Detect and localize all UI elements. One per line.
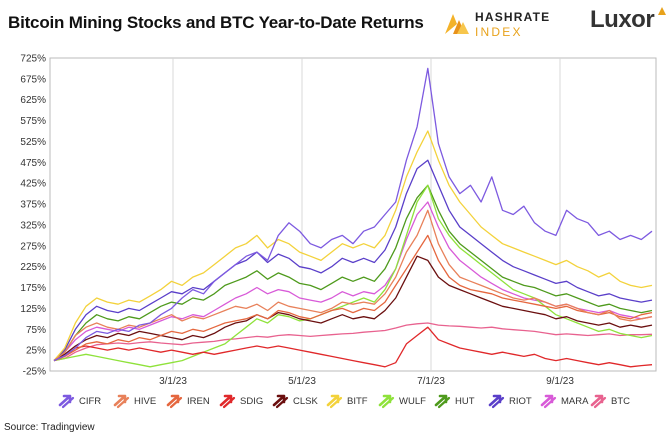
legend-arrow-icon: [61, 396, 75, 409]
legend: CIFR HIVE IREN SDIG CLSK BITF WULF HUT RIOT MARA B…: [58, 394, 630, 409]
legend-label: HIVE: [134, 396, 156, 407]
luxor-logo-icon: [658, 7, 666, 15]
legend-item-clsk: CLSK: [272, 394, 318, 409]
series-line-sdig: [53, 326, 653, 368]
y-tick-label: 125%: [20, 304, 46, 315]
legend-item-riot: RIOT: [488, 394, 532, 409]
legend-item-wulf: WULF: [378, 394, 426, 409]
series-lines: [53, 67, 653, 368]
y-tick-label: 575%: [20, 116, 46, 127]
legend-item-hive: HIVE: [113, 394, 156, 409]
series-line-hut: [53, 184, 653, 362]
legend-arrow-icon: [219, 394, 233, 407]
x-tick-label: 3/1/23: [159, 376, 187, 387]
legend-label: MARA: [561, 396, 589, 407]
y-tick-label: -25%: [23, 367, 46, 378]
legend-item-bitf: BITF: [326, 394, 368, 409]
legend-arrow-icon: [434, 394, 448, 407]
y-axis: 725% 675% 625% 575% 525% 475% 425% 375% 325% 275%…: [20, 54, 46, 378]
series-line-btc: [53, 322, 653, 362]
legend-label: RIOT: [509, 396, 532, 407]
legend-arrow-icon: [593, 396, 607, 409]
legend-label: BTC: [611, 396, 630, 407]
series-line-bitf: [53, 130, 653, 362]
legend-label: CLSK: [293, 396, 318, 407]
legend-arrow-icon: [381, 396, 395, 409]
y-tick-label: 375%: [20, 200, 46, 211]
legend-arrow-icon: [222, 396, 236, 409]
source-note: Source: Tradingview: [4, 422, 95, 433]
legend-item-hut: HUT: [434, 394, 475, 409]
y-tick-label: 425%: [20, 179, 46, 190]
y-tick-label: 175%: [20, 283, 46, 294]
legend-arrow-icon: [326, 394, 340, 407]
luxor-logo: Luxor: [590, 6, 655, 33]
legend-arrow-icon: [275, 396, 289, 409]
legend-arrow-icon: [113, 394, 127, 407]
series-line-riot: [53, 159, 653, 362]
legend-arrow-icon: [58, 394, 72, 407]
legend-arrow-icon: [378, 394, 392, 407]
x-tick-label: 7/1/23: [417, 376, 445, 387]
y-tick-label: 675%: [20, 74, 46, 85]
y-tick-label: 325%: [20, 220, 46, 231]
y-tick-label: 225%: [20, 262, 46, 273]
legend-item-cifr: CIFR: [58, 394, 101, 409]
chart-title: Bitcoin Mining Stocks and BTC Year-to-Da…: [8, 13, 424, 32]
series-line-iren: [53, 234, 653, 362]
legend-label: SDIG: [240, 396, 263, 407]
x-axis: 3/1/23 5/1/23 7/1/23 9/1/23: [159, 376, 574, 387]
y-tick-label: 275%: [20, 241, 46, 252]
legend-label: CIFR: [79, 396, 101, 407]
legend-arrow-icon: [169, 396, 183, 409]
hashrate-logo-text-2: INDEX: [475, 25, 523, 39]
legend-arrow-icon: [272, 394, 286, 407]
series-line-hive: [53, 209, 653, 362]
legend-arrow-icon: [116, 396, 130, 409]
hashrate-logo-text-1: HASHRATE: [475, 10, 551, 24]
y-tick-label: 625%: [20, 95, 46, 106]
legend-item-mara: MARA: [540, 394, 589, 409]
legend-arrow-icon: [329, 396, 343, 409]
legend-arrow-icon: [488, 394, 502, 407]
y-tick-label: 725%: [20, 54, 46, 65]
series-line-cifr: [53, 67, 653, 362]
hashrate-index-logo-icon: [445, 14, 469, 34]
y-tick-label: 75%: [26, 325, 46, 336]
legend-item-iren: IREN: [166, 394, 210, 409]
legend-arrow-icon: [543, 396, 557, 409]
legend-item-btc: BTC: [590, 394, 630, 409]
y-tick-label: 25%: [26, 346, 46, 357]
legend-label: HUT: [455, 396, 475, 407]
y-tick-label: 525%: [20, 137, 46, 148]
hashrate-index-logo: HASHRATE INDEX: [443, 8, 553, 42]
legend-label: BITF: [347, 396, 368, 407]
legend-arrow-icon: [590, 394, 604, 407]
x-tick-label: 5/1/23: [288, 376, 316, 387]
legend-arrow-icon: [166, 394, 180, 407]
legend-label: WULF: [399, 396, 426, 407]
x-tick-label: 9/1/23: [546, 376, 574, 387]
series-line-clsk: [53, 255, 653, 362]
legend-label: IREN: [187, 396, 210, 407]
y-tick-label: 475%: [20, 158, 46, 169]
series-line-wulf: [53, 184, 653, 368]
legend-arrow-icon: [437, 396, 451, 409]
legend-item-sdig: SDIG: [219, 394, 263, 409]
legend-arrow-icon: [540, 394, 554, 407]
legend-arrow-icon: [491, 396, 505, 409]
